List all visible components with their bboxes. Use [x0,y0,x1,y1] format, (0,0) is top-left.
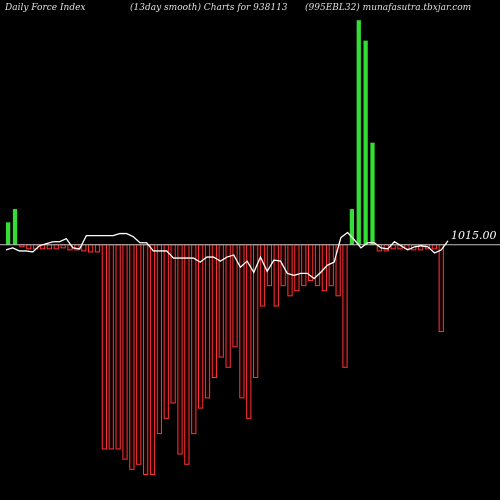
bar [356,20,361,245]
bar [273,244,279,307]
bar [122,244,128,460]
bar [6,222,11,245]
bar [156,244,163,435]
bar-series [6,20,444,475]
bar [198,244,204,409]
bar [363,40,368,245]
bar [88,244,94,253]
chart-title-left: Daily Force Index [5,3,86,13]
bar [12,209,18,245]
bar [26,244,32,250]
bar [170,244,176,404]
bar [431,244,438,250]
bar [294,244,300,292]
bar [108,244,114,450]
bar [349,209,355,245]
bar [81,244,87,252]
bar [129,244,135,470]
chart-title-right: (995EBL32) munafasutra.tbxjar.com [305,3,472,13]
bar [136,244,142,465]
bar [438,244,444,333]
bar [328,244,334,287]
bar [287,244,293,297]
chart-title-middle: (13day smooth) Charts for 938113 [130,3,288,13]
smooth-line [5,231,449,280]
bar [191,244,197,435]
bar [218,244,224,358]
bar [163,244,169,419]
bar [259,244,266,307]
bar [301,244,307,287]
bar [94,244,101,253]
bar [211,244,218,378]
bar [101,244,108,450]
bar [177,244,183,455]
bar [225,244,231,368]
bar [46,244,53,250]
baseline-value-label: 1015.00 [451,229,497,242]
bar [184,244,190,465]
bar [246,244,252,419]
bar [149,244,156,475]
bar [115,244,121,450]
bar [53,244,59,250]
bar [143,244,149,475]
bar [204,244,211,399]
bar [314,244,321,287]
bar [370,142,375,245]
bar [342,244,348,368]
